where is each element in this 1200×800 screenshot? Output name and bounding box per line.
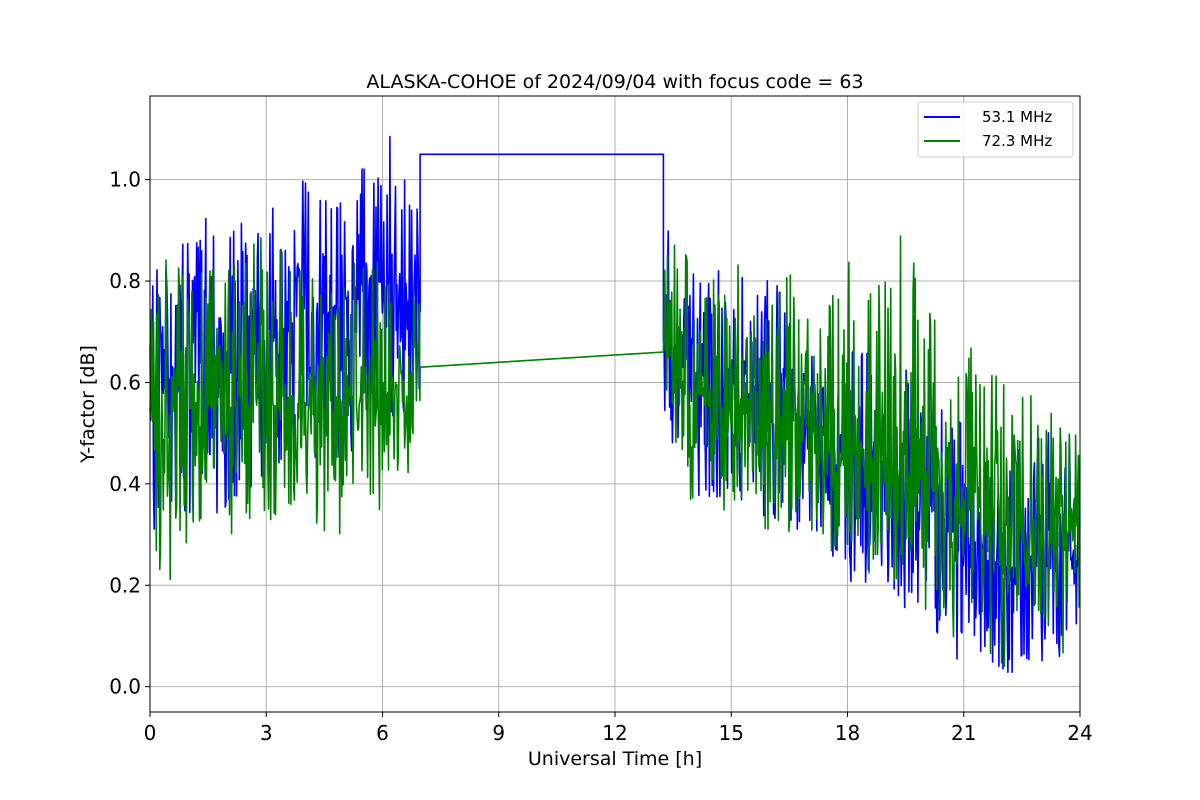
y-tick-label: 0.4 xyxy=(109,472,141,496)
x-tick-label: 24 xyxy=(1067,721,1092,745)
chart-title: ALASKA-COHOE of 2024/09/04 with focus co… xyxy=(366,71,863,93)
legend: 53.1 MHz 72.3 MHz xyxy=(917,101,1074,158)
y-tick-label: 1.0 xyxy=(109,168,141,192)
legend-label-53-1-mhz: 53.1 MHz xyxy=(982,108,1052,126)
series-layer xyxy=(149,135,1081,673)
x-tick-label: 9 xyxy=(492,721,505,745)
x-axis-label: Universal Time [h] xyxy=(528,748,702,770)
y-tick-label: 0.8 xyxy=(109,269,141,293)
ticks: 0 3 6 9 12 15 18 21 24 0.0 0.2 0.4 0.6 0.8 1.0 xyxy=(109,168,1093,745)
y-tick-label: 0.6 xyxy=(109,370,141,394)
x-tick-label: 12 xyxy=(602,721,627,745)
y-axis-label: Y-factor [dB] xyxy=(77,345,99,464)
x-tick-label: 0 xyxy=(144,721,157,745)
x-tick-label: 3 xyxy=(260,721,273,745)
y-tick-label: 0.0 xyxy=(109,675,141,699)
x-tick-label: 6 xyxy=(376,721,389,745)
legend-label-72-3-mhz: 72.3 MHz xyxy=(982,132,1052,150)
x-tick-label: 15 xyxy=(719,721,744,745)
legend-frame xyxy=(917,101,1074,158)
x-tick-label: 18 xyxy=(835,721,860,745)
y-tick-label: 0.2 xyxy=(109,573,141,597)
series-line-72-3-mhz xyxy=(149,235,1081,668)
x-tick-label: 21 xyxy=(951,721,976,745)
